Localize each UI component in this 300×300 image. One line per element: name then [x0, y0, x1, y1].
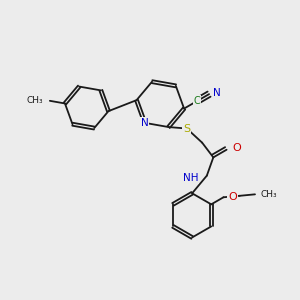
- Text: O: O: [228, 192, 237, 202]
- Text: CH₃: CH₃: [27, 96, 44, 105]
- Text: CH₃: CH₃: [260, 190, 277, 199]
- Text: NH: NH: [183, 173, 199, 183]
- Text: N: N: [213, 88, 221, 98]
- Text: S: S: [183, 124, 190, 134]
- Text: N: N: [141, 118, 149, 128]
- Text: C: C: [194, 96, 201, 106]
- Text: O: O: [232, 143, 241, 153]
